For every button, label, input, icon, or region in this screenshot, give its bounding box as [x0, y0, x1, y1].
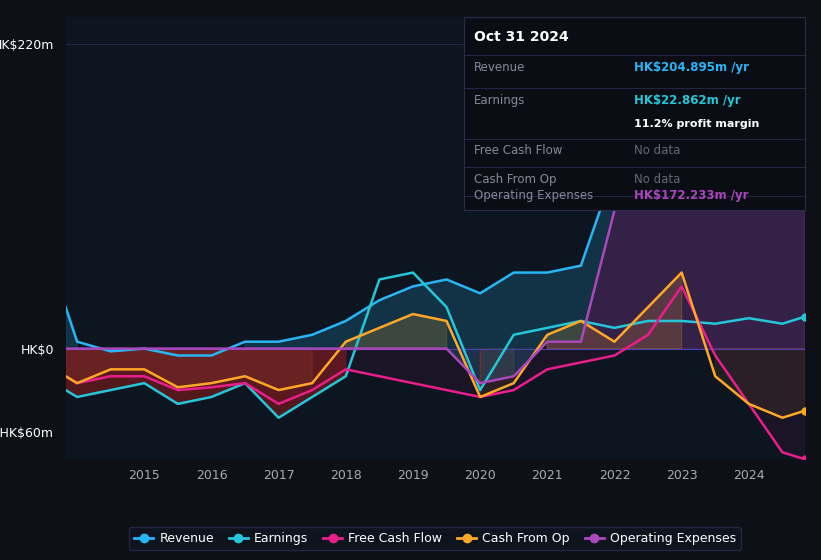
Text: Earnings: Earnings: [474, 94, 525, 107]
Text: Free Cash Flow: Free Cash Flow: [474, 144, 562, 157]
Text: HK$22.862m /yr: HK$22.862m /yr: [635, 94, 741, 107]
Text: HK$204.895m /yr: HK$204.895m /yr: [635, 61, 750, 74]
Text: Revenue: Revenue: [474, 61, 525, 74]
Text: Operating Expenses: Operating Expenses: [474, 189, 594, 202]
Text: No data: No data: [635, 173, 681, 186]
Text: HK$172.233m /yr: HK$172.233m /yr: [635, 189, 749, 202]
Legend: Revenue, Earnings, Free Cash Flow, Cash From Op, Operating Expenses: Revenue, Earnings, Free Cash Flow, Cash …: [130, 528, 741, 550]
Text: No data: No data: [635, 144, 681, 157]
Text: Oct 31 2024: Oct 31 2024: [474, 30, 569, 44]
Text: 11.2% profit margin: 11.2% profit margin: [635, 119, 759, 129]
Text: Cash From Op: Cash From Op: [474, 173, 557, 186]
